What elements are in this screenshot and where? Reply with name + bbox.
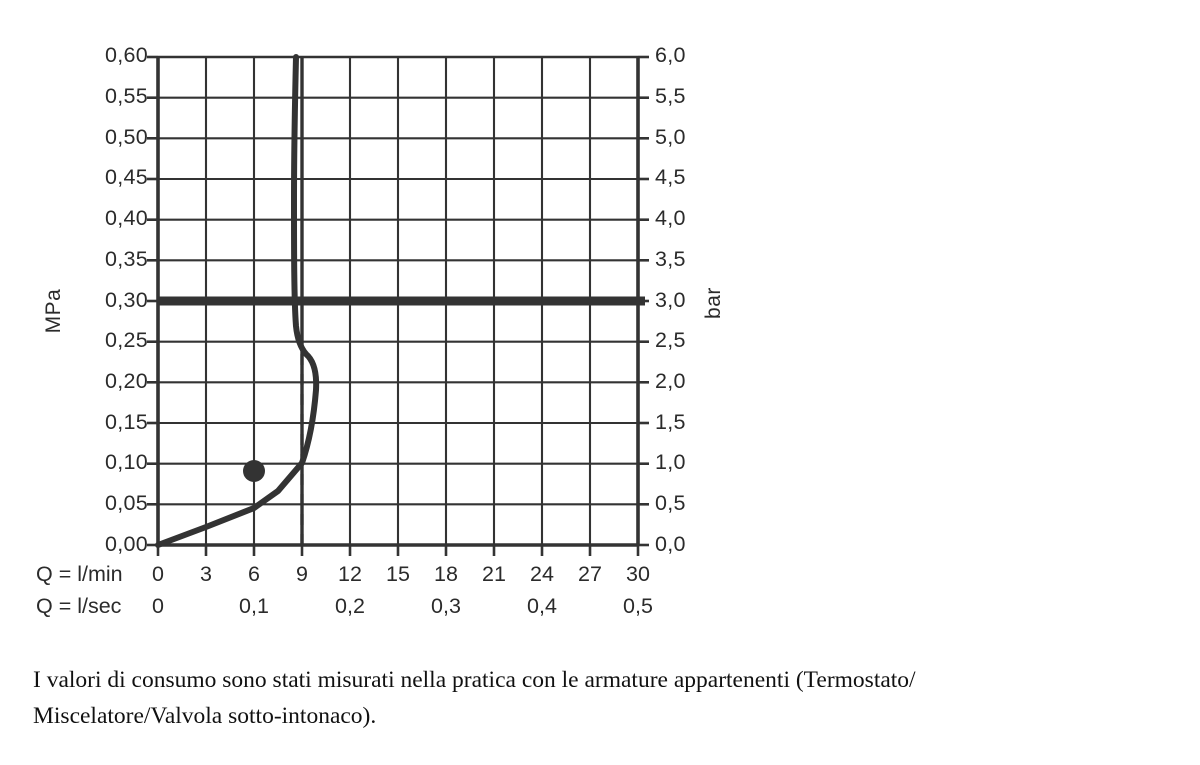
chart-plot-area: 0,60 0,55 0,50 0,45 0,40 0,35 0,30 0,25 … [42,43,725,556]
right-tick-12: 0,0 [655,532,686,556]
lsec-tick-2: 0,2 [335,594,365,618]
x-axis-row-lmin-label: Q = l/min [36,562,123,586]
lmin-tick-8: 24 [530,562,554,586]
y-axis-title-bar: bar [702,287,725,319]
lsec-tick-5: 0,5 [623,594,653,618]
lmin-tick-4: 12 [338,562,362,586]
left-axis-ticks [147,55,158,547]
lsec-tick-0: 0 [152,594,164,618]
left-tick-12: 0,00 [104,532,148,556]
right-tick-0: 6,0 [655,43,686,67]
caption-line-2: Miscelatore/Valvola sotto-intonaco). [33,703,377,729]
pressure-loss-curve [155,54,320,548]
right-axis-ticks [638,55,649,547]
lmin-tick-1: 3 [200,562,212,586]
right-tick-10: 1,0 [655,450,686,474]
left-tick-4: 0,40 [104,206,148,230]
left-tick-9: 0,15 [104,410,148,434]
lmin-tick-6: 18 [434,562,458,586]
right-tick-2: 5,0 [655,125,686,149]
left-tick-8: 0,20 [104,369,148,393]
chart-svg [147,54,649,556]
left-tick-1: 0,55 [104,84,148,108]
right-tick-6: 3,0 [655,288,686,312]
right-tick-8: 2,0 [655,369,686,393]
x-axis-row-lsec-label: Q = l/sec [36,594,122,618]
y-axis-title-mpa: MPa [42,288,65,334]
right-tick-7: 2,5 [655,328,686,352]
left-tick-0: 0,60 [104,43,148,67]
left-tick-2: 0,50 [104,125,148,149]
lmin-tick-5: 15 [386,562,410,586]
figure-caption: I valori di consumo sono stati misurati … [33,662,1163,734]
lmin-tick-10: 30 [626,562,650,586]
lmin-tick-0: 0 [152,562,164,586]
x-axis-row-lsec: Q = l/sec 0 0,1 0,2 0,3 0,4 0,5 [0,592,1200,624]
x-axis-label-rows: Q = l/min 0 3 6 9 12 15 18 21 24 27 30 Q… [0,560,1200,624]
left-tick-5: 0,35 [104,247,148,271]
lsec-tick-3: 0,3 [431,594,461,618]
left-tick-6: 0,30 [104,288,148,312]
lmin-tick-7: 21 [482,562,506,586]
right-tick-11: 0,5 [655,491,686,515]
left-tick-7: 0,25 [104,328,148,352]
right-tick-3: 4,5 [655,165,686,189]
left-tick-10: 0,10 [104,450,148,474]
lsec-tick-1: 0,1 [239,594,269,618]
lmin-tick-2: 6 [248,562,260,586]
lmin-tick-9: 27 [578,562,602,586]
left-tick-11: 0,05 [104,491,148,515]
right-tick-5: 3,5 [655,247,686,271]
right-tick-9: 1,5 [655,410,686,434]
bottom-axis-ticks [156,545,640,556]
lmin-tick-3: 9 [296,562,308,586]
x-axis-row-lmin: Q = l/min 0 3 6 9 12 15 18 21 24 27 30 [0,560,1200,592]
right-tick-1: 5,5 [655,84,686,108]
right-tick-4: 4,0 [655,206,686,230]
left-tick-3: 0,45 [104,165,148,189]
caption-line-1: I valori di consumo sono stati misurati … [33,667,916,693]
operating-point-marker [243,460,265,482]
lsec-tick-4: 0,4 [527,594,557,618]
